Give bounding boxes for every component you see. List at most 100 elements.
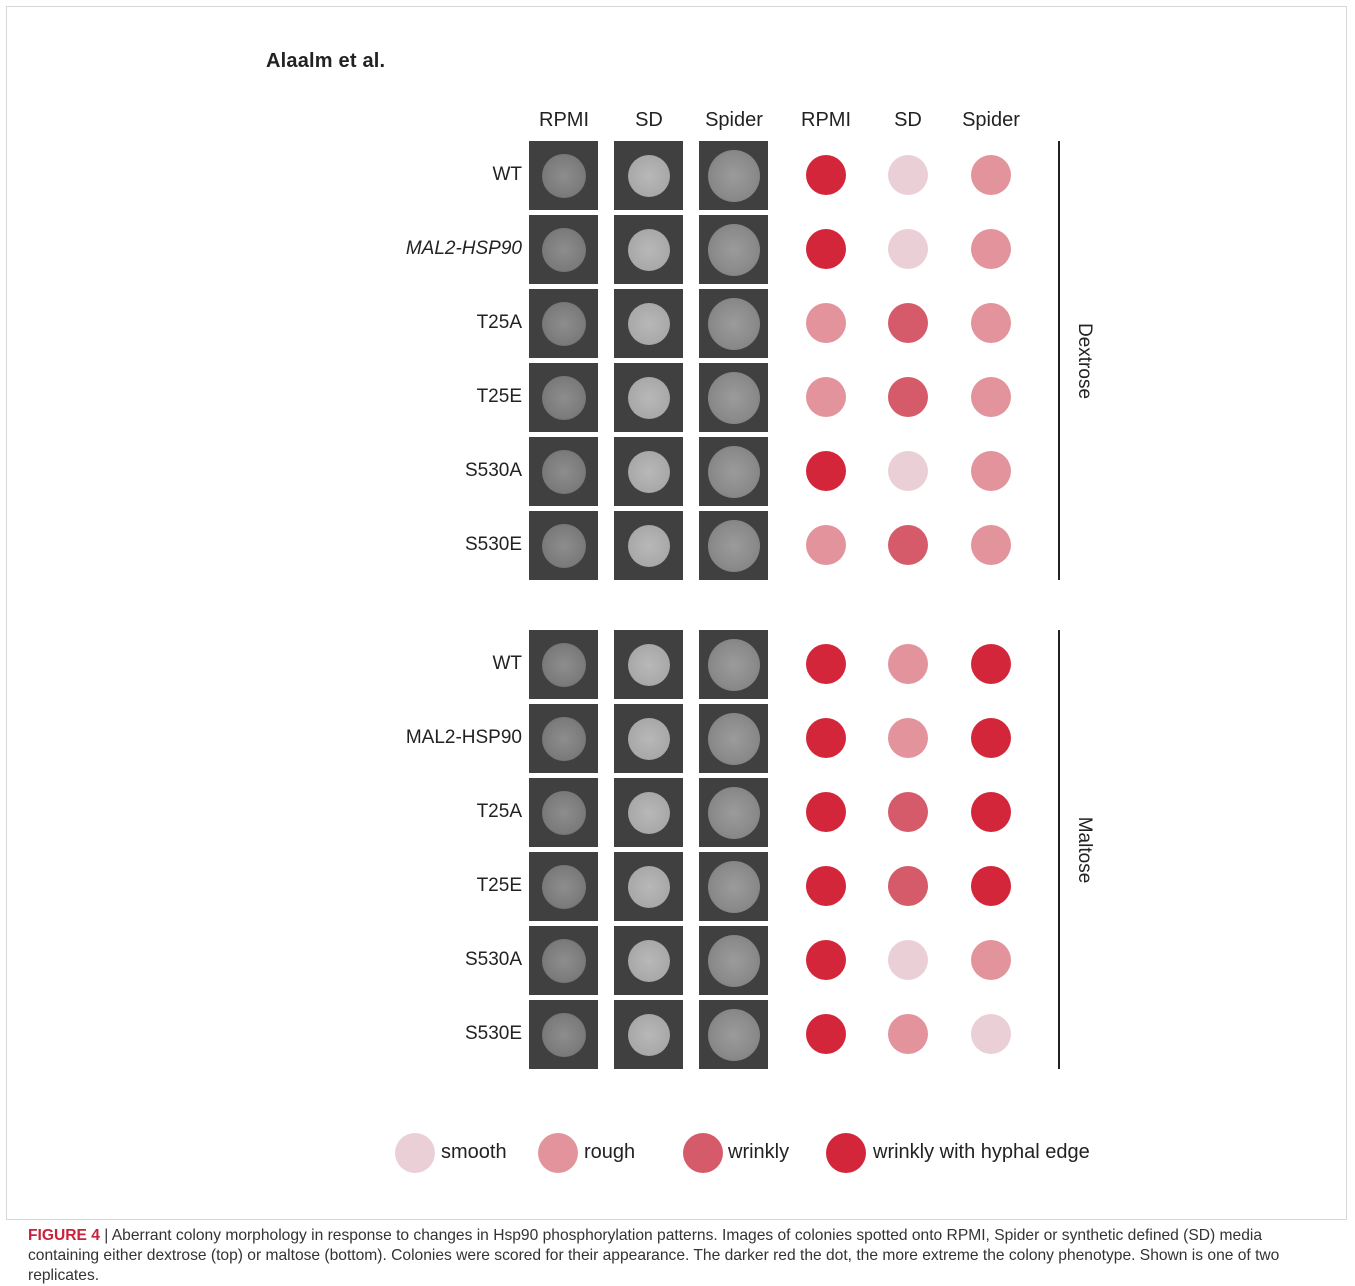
colony-image [699,511,768,580]
colony-image [529,215,598,284]
legend-label: smooth [441,1141,507,1163]
score-dot-rough [806,525,846,565]
colony-spot [707,786,760,839]
colony-image [699,141,768,210]
colony-spot [541,1012,586,1057]
score-dot-wrinkly [888,525,928,565]
strain-label: S530A [464,460,522,481]
column-header: SD [894,109,922,131]
colony-image [614,852,683,921]
strain-label: T25E [476,386,522,407]
score-dot-wrinkly [888,866,928,906]
colony-image [529,141,598,210]
figure-label: FIGURE 4 [28,1227,100,1244]
legend-swatch [538,1133,578,1173]
legend-swatch [826,1133,866,1173]
score-dot-wrinkly-hyphal [806,229,846,269]
colony-image [529,852,598,921]
colony-image [614,926,683,995]
score-dot-rough [888,644,928,684]
colony-spot [627,450,670,493]
colony-image [614,704,683,773]
colony-spot [627,1013,670,1056]
group-bracket [1058,141,1060,580]
colony-spot [541,153,586,198]
score-dot-wrinkly-hyphal [971,718,1011,758]
column-header: Spider [962,109,1020,131]
score-dot-wrinkly [888,377,928,417]
strain-label: WT [492,653,522,674]
column-header: RPMI [539,109,589,131]
score-dot-rough [971,377,1011,417]
colony-spot [541,375,586,420]
colony-spot [627,228,670,271]
colony-spot [627,524,670,567]
colony-image [529,289,598,358]
strain-label: WT [492,164,522,185]
colony-spot [707,223,760,276]
colony-spot [541,938,586,983]
colony-image [529,1000,598,1069]
legend-label: wrinkly [728,1141,790,1163]
colony-image [614,778,683,847]
colony-image [699,852,768,921]
colony-image [529,704,598,773]
colony-spot [541,864,586,909]
score-dot-rough [971,229,1011,269]
caption-separator: | [99,1227,112,1244]
group-label: Maltose [1074,816,1095,883]
score-dot-wrinkly-hyphal [806,718,846,758]
score-dot-wrinkly-hyphal [806,866,846,906]
legend-label: wrinkly with hyphal edge [873,1141,1090,1163]
strain-label: MAL2-HSP90 [405,727,522,748]
column-header: RPMI [801,109,851,131]
colony-spot [707,860,760,913]
colony-spot [627,939,670,982]
colony-spot [707,149,760,202]
colony-spot [541,523,586,568]
colony-image [614,289,683,358]
figure-frame [6,6,1347,1220]
colony-image [699,363,768,432]
caption-text: Aberrant colony morphology in response t… [28,1227,1280,1284]
colony-image [699,778,768,847]
group-label: Dextrose [1074,322,1095,399]
colony-image [699,926,768,995]
colony-image [614,1000,683,1069]
colony-image [529,926,598,995]
score-dot-wrinkly-hyphal [806,792,846,832]
score-dot-rough [806,377,846,417]
colony-image [699,704,768,773]
colony-image [699,1000,768,1069]
colony-spot [541,227,586,272]
group-bracket [1058,630,1060,1069]
score-dot-wrinkly [888,792,928,832]
strain-label: S530E [464,1023,522,1044]
colony-spot [541,790,586,835]
legend-label: rough [584,1141,636,1163]
colony-image [614,511,683,580]
score-dot-rough [971,155,1011,195]
colony-spot [707,519,760,572]
colony-spot [707,371,760,424]
score-dot-smooth [888,451,928,491]
colony-image [699,630,768,699]
strain-label: T25E [476,875,522,896]
score-dot-smooth [971,1014,1011,1054]
colony-image [529,511,598,580]
strain-label: T25A [476,312,522,333]
colony-image [529,437,598,506]
score-dot-wrinkly [888,303,928,343]
score-dot-wrinkly-hyphal [806,155,846,195]
colony-image [614,437,683,506]
colony-spot [707,934,760,987]
strain-label: MAL2-HSP90 [405,238,522,259]
score-dot-smooth [888,229,928,269]
author-header: Alaalm et al. [266,50,386,72]
score-dot-wrinkly-hyphal [971,866,1011,906]
score-dot-smooth [888,940,928,980]
colony-image [614,630,683,699]
score-dot-rough [971,940,1011,980]
column-header: Spider [705,109,763,131]
score-dot-wrinkly-hyphal [806,1014,846,1054]
